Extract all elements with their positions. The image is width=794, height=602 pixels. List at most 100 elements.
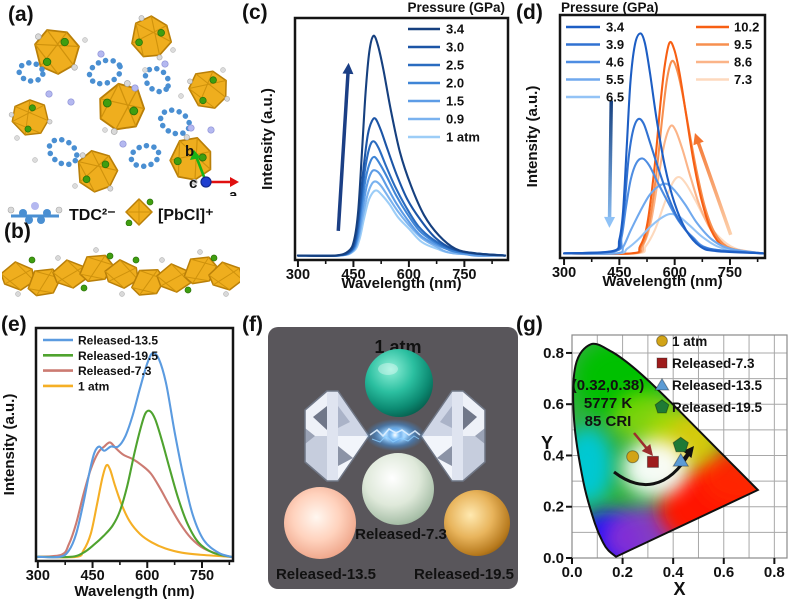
series-10.2 [563, 40, 765, 255]
series-3.4 [563, 32, 765, 255]
g-legend-label-Released-13.5: Released-13.5 [672, 378, 763, 393]
legend-label-3.4: 3.4 [446, 22, 465, 37]
series-0.9 [296, 180, 507, 257]
sphere-label-released-19-5: Released-19.5 [414, 566, 514, 583]
tdc-label: TDC²⁻ [69, 207, 116, 224]
legend-label-0.9: 0.9 [446, 112, 464, 127]
e-xlabel: Wavelength (nm) [74, 583, 194, 600]
cie-point-Released-7.3 [646, 455, 659, 468]
annotation-line-2: 85 CRI [585, 413, 632, 430]
g-legend: 1 atm Released-7.3 Released-13.5 Released-1… [654, 334, 763, 415]
sphere-released-7-3 [362, 453, 434, 525]
panel-f-label: (f) [242, 313, 263, 336]
svg-text:0.6: 0.6 [713, 564, 734, 581]
annotation-line-1: 5777 K [584, 395, 633, 412]
c-legend-title: Pressure (GPa) [407, 0, 505, 15]
svg-text:450: 450 [80, 568, 104, 584]
axis-indicator: b c a [185, 143, 239, 196]
g-xlabel: X [673, 579, 685, 599]
svg-text:0.8: 0.8 [543, 345, 564, 362]
panel-c-label: (c) [242, 1, 268, 24]
chain-h-atoms [15, 247, 229, 297]
sphere-released-19-5 [444, 490, 510, 556]
legend-label-3.9: 3.9 [606, 37, 624, 52]
svg-text:0.2: 0.2 [543, 499, 564, 516]
legend-label-1 atm: 1 atm [78, 379, 109, 393]
svg-text:0.2: 0.2 [612, 564, 633, 581]
cie-point-Released-13.5 [672, 452, 690, 467]
svg-text:600: 600 [135, 568, 159, 584]
nitrogen-atoms [45, 50, 215, 148]
svg-text:750: 750 [190, 568, 214, 584]
b-axis-letter: b [185, 143, 194, 160]
c-ylabel: Intensity (a.u.) [259, 88, 276, 190]
svg-text:300: 300 [26, 568, 50, 584]
cie-gamut-fill [573, 343, 758, 557]
legend-label-1.5: 1.5 [446, 94, 464, 109]
chain-cl-atoms [28, 252, 218, 294]
legend-label-Released-7.3: Released-7.3 [78, 364, 152, 378]
legend-label-2.0: 2.0 [446, 76, 464, 91]
legend-label-3.4: 3.4 [606, 20, 625, 35]
panel-a-structure: b c a [5, 10, 239, 196]
panel-b-label: (b) [4, 220, 31, 243]
d-ylabel: Intensity (a.u.) [524, 86, 541, 188]
series-1 atm [36, 463, 233, 559]
legend-label-Released-19.5: Released-19.5 [78, 349, 158, 363]
sphere-1atm [365, 349, 433, 417]
legend-label-Released-13.5: Released-13.5 [78, 334, 158, 348]
series-Released-13.5 [36, 351, 233, 559]
legend-label-1 atm: 1 atm [446, 130, 480, 145]
sphere-released-13-5 [284, 487, 356, 559]
pbcl-label: [PbCl]⁺ [158, 207, 214, 224]
series-6.5 [563, 212, 765, 255]
legend-label-3.0: 3.0 [446, 40, 464, 55]
g-legend-label-Released-19.5: Released-19.5 [672, 400, 763, 415]
series-1.5 [296, 169, 507, 257]
panel-g-chart: 0.0 0.2 0.4 0.6 0.8 0.0 0.2 0.4 0.6 0.8 X Y (0.32,0.… [541, 334, 788, 599]
legend-label-5.5: 5.5 [606, 72, 624, 87]
svg-text:0.6: 0.6 [543, 396, 564, 413]
annotation-line-0: (0.32,0.38) [572, 377, 645, 394]
panel-g-label: (g) [516, 313, 543, 336]
g-legend-label-1 atm: 1 atm [672, 334, 707, 349]
panel-a-legend: TDC²⁻ [PbCl]⁺ [7, 198, 214, 226]
legend-label-6.5: 6.5 [606, 90, 624, 105]
hydrogen-atoms [14, 37, 226, 189]
series-1 atm [296, 189, 507, 257]
legend-label-9.5: 9.5 [734, 37, 752, 52]
c-axis-letter: c [189, 175, 197, 192]
e-ylabel: Intensity (a.u.) [1, 394, 18, 496]
svg-text:300: 300 [286, 267, 310, 283]
c-axis-dot [200, 176, 212, 188]
svg-text:0.4: 0.4 [543, 447, 565, 464]
panel-a-label: (a) [8, 3, 34, 26]
svg-text:750: 750 [452, 267, 476, 283]
svg-text:0.8: 0.8 [764, 564, 785, 581]
plasma-arc [365, 419, 425, 451]
series-3.9 [563, 117, 765, 255]
panel-d-label: (d) [516, 1, 543, 24]
series-Released-19.5 [36, 409, 233, 559]
legend-label-4.6: 4.6 [606, 55, 624, 70]
sphere-label-released-7-3: Released-7.3 [355, 526, 447, 543]
cie-locus-outline [572, 342, 760, 558]
svg-text:600: 600 [397, 267, 421, 283]
legend-label-7.3: 7.3 [734, 72, 752, 87]
c-xlabel: Wavelength (nm) [341, 275, 461, 292]
d-xlabel: Wavelength (nm) [602, 273, 722, 290]
d-legend-title: Pressure (GPa) [561, 0, 659, 15]
series-Released-7.3 [36, 441, 233, 558]
series-9.5 [563, 59, 765, 255]
a-axis-letter: a [229, 187, 238, 196]
g-legend-label-Released-7.3: Released-7.3 [672, 356, 755, 371]
svg-text:0.0: 0.0 [543, 550, 564, 567]
svg-text:0.0: 0.0 [562, 564, 583, 581]
sphere-label-released-13-5: Released-13.5 [276, 566, 376, 583]
legend-label-2.5: 2.5 [446, 58, 464, 73]
